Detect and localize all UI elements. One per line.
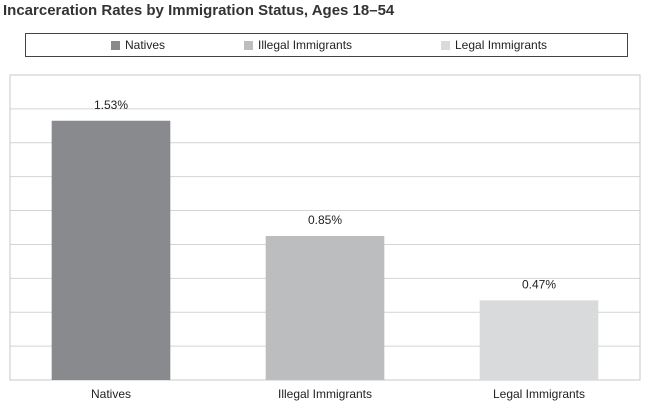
value-label-illegal-immigrants: 0.85%: [308, 213, 342, 227]
value-label-legal-immigrants: 0.47%: [522, 277, 556, 291]
legend-item-illegal-immigrants: Illegal Immigrants: [244, 34, 352, 56]
legend-label-illegal-immigrants: Illegal Immigrants: [258, 38, 353, 52]
legend-item-legal-immigrants: Legal Immigrants: [441, 34, 547, 56]
legend-swatch-natives: [111, 40, 120, 50]
bar-illegal-immigrants: [265, 235, 385, 380]
legend-label-legal-immigrants: Legal Immigrants: [455, 38, 548, 52]
chart-title: Incarceration Rates by Immigration Statu…: [3, 2, 395, 19]
value-label-natives: 1.53%: [94, 98, 128, 112]
bar-legal-immigrants: [479, 300, 599, 380]
category-label-legal-immigrants: Legal Immigrants: [493, 387, 585, 401]
category-label-illegal-immigrants: Illegal Immigrants: [278, 387, 372, 401]
legend-label-natives: Natives: [125, 38, 166, 52]
value-labels: 1.53% 0.85% 0.47%: [94, 98, 556, 292]
bar-natives: [51, 120, 171, 380]
category-labels: Natives Illegal Immigrants Legal Immigrant…: [91, 387, 585, 401]
legend-swatch-legal-immigrants: [441, 40, 450, 50]
bars: [51, 120, 599, 380]
legend-item-natives: Natives: [111, 34, 165, 56]
legend: Natives Illegal Immigrants Legal Immigra…: [25, 33, 628, 57]
category-label-natives: Natives: [91, 387, 131, 401]
legend-swatch-illegal-immigrants: [244, 40, 253, 50]
